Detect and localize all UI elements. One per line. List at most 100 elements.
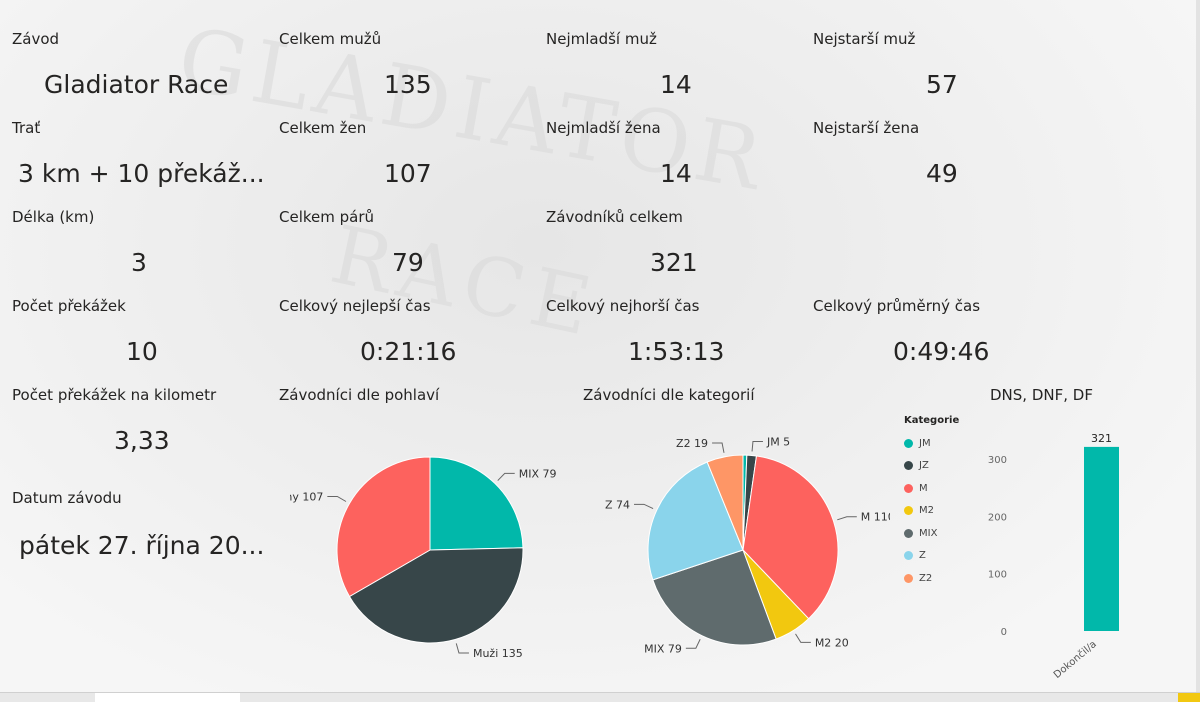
card-label: Délka (km) — [12, 208, 95, 226]
category-pie-chart[interactable]: JM 5 M 110 M2 20 MIX 79 Z 74 Z2 19 — [590, 420, 890, 680]
frame-edge — [1196, 0, 1200, 692]
card-value: 14 — [660, 159, 692, 188]
pie-slice-ženy[interactable] — [336, 456, 431, 598]
card-label: Nejstarší muž — [813, 30, 916, 48]
legend-marker — [904, 506, 913, 516]
legend-marker — [904, 438, 913, 448]
active-page-tab[interactable] — [95, 693, 240, 702]
card-label: Nejmladší žena — [546, 119, 661, 137]
legend-label: JM — [919, 437, 931, 449]
category-chart-title: Závodníci dle kategorií — [583, 386, 755, 404]
card-value: 0:21:16 — [360, 337, 457, 366]
card-label: Celkem párů — [279, 208, 375, 226]
legend-marker — [904, 573, 913, 583]
card-value: 57 — [926, 70, 958, 99]
card-label: Nejmladší muž — [546, 30, 657, 48]
card-label: Celkový průměrný čas — [813, 297, 981, 315]
card-value: 3 — [131, 248, 147, 277]
card-label: Trať — [12, 119, 41, 137]
card-label: Závodníků celkem — [546, 208, 683, 226]
pie-slice-m[interactable] — [742, 455, 839, 620]
legend-marker — [904, 528, 913, 538]
legend-label: MIX — [919, 527, 938, 539]
pie-slice-z[interactable] — [647, 461, 744, 581]
legend-label: JZ — [919, 460, 929, 472]
card-label: Celkový nejlepší čas — [279, 297, 431, 315]
pie-data-label: M2 20 — [815, 636, 849, 649]
legend-marker — [904, 551, 913, 561]
card-label: Celkový nejhorší čas — [546, 297, 700, 315]
bar-dokončil/a[interactable] — [1084, 446, 1119, 631]
leader-line — [712, 442, 725, 453]
y-tick-label: 0 — [1001, 627, 1007, 638]
legend-item-m[interactable]: M — [904, 477, 974, 500]
card-label: Celkem žen — [279, 119, 367, 137]
legend-item-z2[interactable]: Z2 — [904, 567, 974, 590]
leader-line — [837, 516, 857, 521]
bar-data-label: 321 — [1091, 432, 1112, 445]
card-label: Nejstarší žena — [813, 119, 920, 137]
leader-line — [685, 639, 701, 649]
pie-data-label: M 110 — [861, 511, 890, 524]
card-value: 3 km + 10 překáž... — [18, 159, 265, 188]
y-tick-label: 100 — [988, 570, 1007, 581]
legend-item-m2[interactable]: M2 — [904, 500, 974, 523]
leader-line — [751, 440, 763, 452]
pie-slice-mix[interactable] — [652, 549, 777, 646]
y-tick-label: 200 — [988, 512, 1007, 523]
pie-slice-z2[interactable] — [706, 454, 744, 551]
card-value: Gladiator Race — [44, 70, 229, 99]
card-value: 10 — [126, 337, 158, 366]
card-value: 1:53:13 — [628, 337, 725, 366]
pie-data-label: Z2 19 — [676, 437, 708, 450]
pie-slice-mix[interactable] — [429, 456, 524, 551]
card-value: 3,33 — [114, 426, 170, 455]
dns-bar-chart[interactable]: 0 100 200 300 321 Dokončil/a — [975, 405, 1190, 685]
leader-line — [634, 503, 654, 509]
legend-label: M2 — [919, 505, 934, 517]
card-value: 0:49:46 — [893, 337, 990, 366]
legend-title: Kategorie — [904, 415, 960, 426]
card-value: pátek 27. října 20... — [19, 531, 265, 560]
card-label: Počet překážek — [12, 297, 126, 315]
accent-marker — [1178, 693, 1200, 702]
gender-chart-title: Závodníci dle pohlaví — [279, 386, 440, 404]
legend-marker — [904, 461, 913, 471]
card-value: 321 — [650, 248, 698, 277]
leader-line — [455, 643, 469, 654]
x-tick-label: Dokončil/a — [1051, 638, 1099, 681]
card-label: Datum závodu — [12, 489, 122, 507]
card-label: Počet překážek na kilometr — [12, 386, 217, 404]
legend-label: Z2 — [919, 572, 933, 584]
gender-pie-chart[interactable]: MIX 79 Muži 135 Ženy 107 — [290, 420, 580, 680]
legend-item-jz[interactable]: JZ — [904, 455, 974, 478]
pie-data-label: Muži 135 — [473, 647, 523, 660]
legend-item-z[interactable]: Z — [904, 545, 974, 568]
leader-line — [795, 633, 811, 643]
legend-item-jm[interactable]: JM — [904, 432, 974, 455]
pie-data-label: Ženy 107 — [290, 491, 323, 504]
card-value: 79 — [392, 248, 424, 277]
category-legend: Kategorie JM JZ M M2 MIX Z Z2 — [904, 415, 974, 595]
y-tick-label: 300 — [988, 455, 1007, 466]
pie-data-label: MIX 79 — [644, 642, 682, 655]
card-value: 135 — [384, 70, 432, 99]
legend-marker — [904, 483, 913, 493]
card-value: 14 — [660, 70, 692, 99]
legend-label: Z — [919, 550, 926, 562]
background-watermark-2: RACE — [323, 207, 607, 356]
leader-line — [327, 496, 347, 502]
dns-chart-title: DNS, DNF, DF — [990, 386, 1093, 404]
card-value: 49 — [926, 159, 958, 188]
card-label: Celkem mužů — [279, 30, 382, 48]
legend-label: M — [919, 482, 928, 494]
card-value: 107 — [384, 159, 432, 188]
pie-data-label: MIX 79 — [519, 467, 557, 480]
page-tabs-bar — [0, 692, 1200, 702]
legend-item-mix[interactable]: MIX — [904, 522, 974, 545]
pie-data-label: Z 74 — [605, 498, 630, 511]
leader-line — [497, 472, 515, 481]
card-label: Závod — [12, 30, 60, 48]
pie-data-label: JM 5 — [766, 435, 790, 448]
